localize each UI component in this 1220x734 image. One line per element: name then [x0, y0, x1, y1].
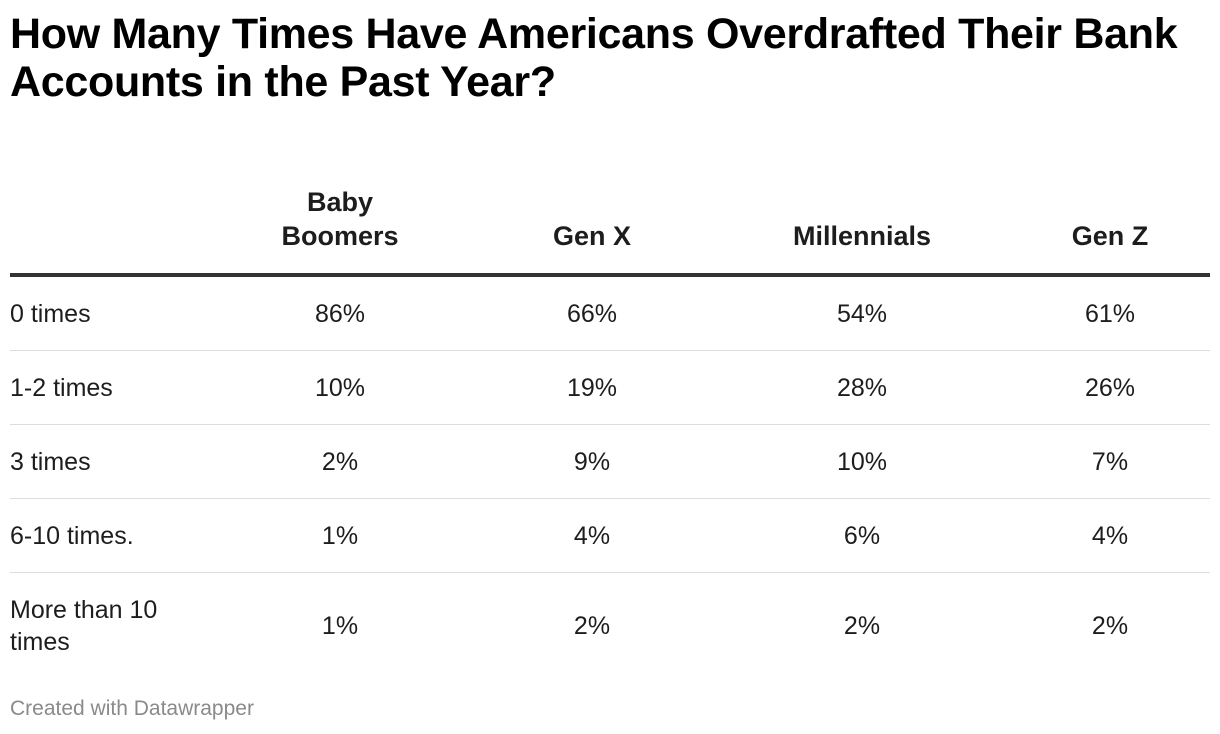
table-cell: 54% — [714, 275, 1010, 351]
table-cell: 1% — [321, 612, 359, 640]
row-label: 6-10 times. — [10, 498, 210, 573]
table-cell: 10% — [210, 350, 470, 425]
row-label: 3 times — [10, 424, 210, 499]
column-header-text: Baby Boomers — [281, 187, 399, 251]
table-cell: 9% — [470, 424, 714, 499]
column-header: Baby Boomers — [210, 165, 470, 277]
table-cell: 2% — [1091, 612, 1129, 640]
table-cell: 4% — [470, 498, 714, 573]
table-row: 1-2 times 10% 19% 28% 26% — [10, 350, 1210, 425]
table-cell: 2% — [210, 424, 470, 499]
row-label: More than 10 times — [10, 596, 158, 656]
table-cell: 26% — [1010, 350, 1210, 425]
table-cell: 6% — [714, 498, 1010, 573]
table-cell: 7% — [1010, 424, 1210, 499]
table-row: 3 times 2% 9% 10% 7% — [10, 424, 1210, 499]
table-cell: 1% — [210, 498, 470, 573]
row-label: 1-2 times — [10, 350, 210, 425]
table-cell: 61% — [1010, 275, 1210, 351]
row-label: 0 times — [10, 275, 210, 351]
table-cell: 4% — [1010, 498, 1210, 573]
table-cell: 19% — [470, 350, 714, 425]
table-cell: 2% — [843, 612, 881, 640]
table-cell: 28% — [714, 350, 1010, 425]
data-table: Baby Boomers Gen X Millennials Gen Z 0 t… — [10, 165, 1210, 679]
table-row: 6-10 times. 1% 4% 6% 4% — [10, 498, 1210, 573]
table-cell: 86% — [210, 275, 470, 351]
table-cell: 66% — [470, 275, 714, 351]
column-header: Gen Z — [1010, 165, 1210, 277]
column-header — [10, 165, 210, 277]
column-header: Millennials — [714, 165, 1010, 277]
footer-credit: Created with Datawrapper — [10, 697, 254, 720]
column-header: Gen X — [470, 165, 714, 277]
chart-title: How Many Times Have Americans Overdrafte… — [10, 10, 1178, 106]
table-row: 0 times 86% 66% 54% 61% — [10, 275, 1210, 351]
table-cell: 10% — [714, 424, 1010, 499]
table-cell: 2% — [573, 612, 611, 640]
table-header-row: Baby Boomers Gen X Millennials Gen Z — [10, 165, 1210, 277]
table-row: More than 10 times 1% 2% 2% 2% — [10, 573, 1210, 680]
